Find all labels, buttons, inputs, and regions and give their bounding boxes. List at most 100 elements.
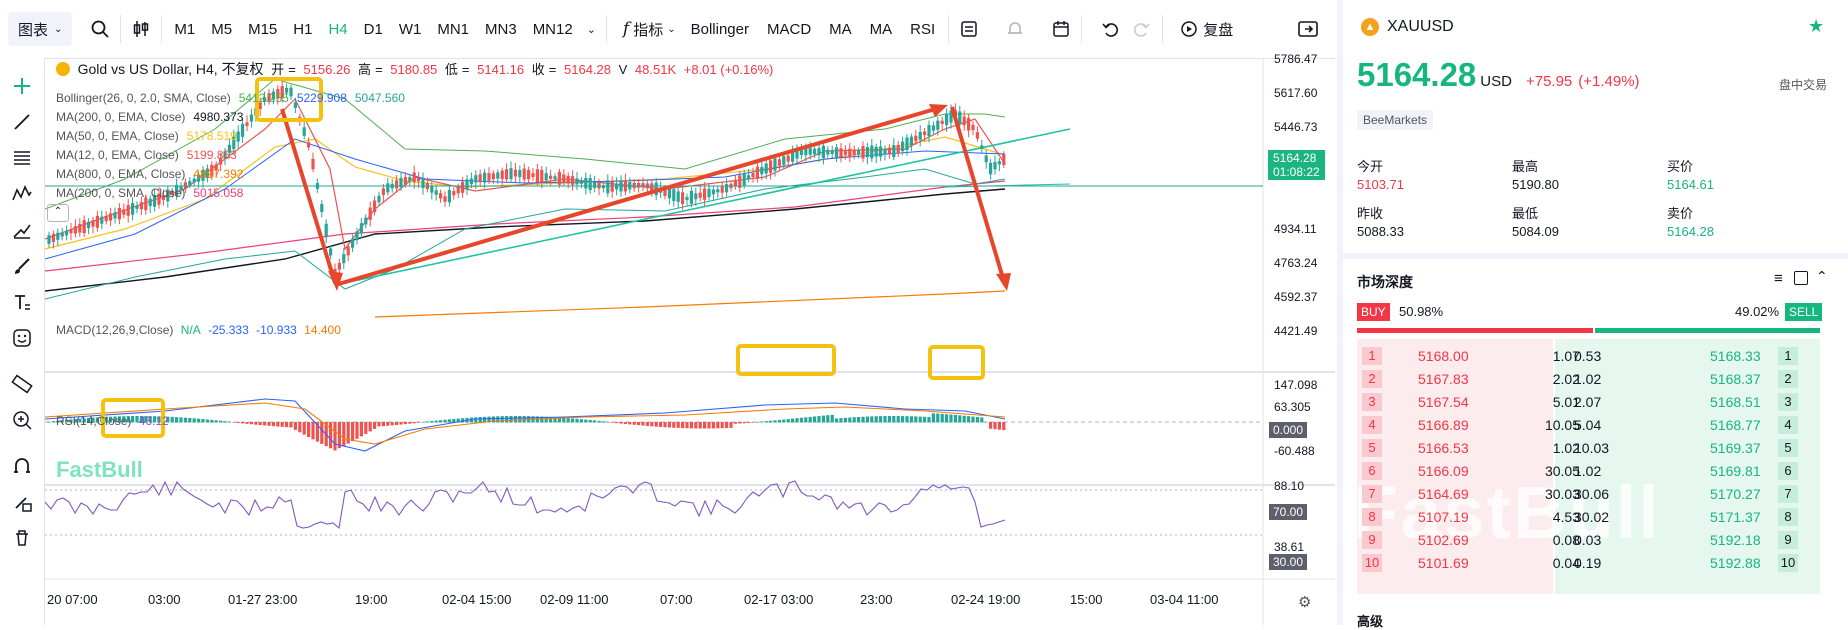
timeframe-d1[interactable]: D1 bbox=[363, 20, 383, 38]
fib-tool[interactable] bbox=[6, 142, 38, 174]
order-level-ask: 10 bbox=[1778, 554, 1798, 572]
ask-price: 5168.37 bbox=[1710, 371, 1761, 387]
indicator-label: MA(200, 0, EMA, Close) bbox=[56, 110, 186, 124]
undo-button[interactable] bbox=[1094, 12, 1126, 46]
macd-histogram-bar bbox=[553, 417, 557, 423]
indicator-label: MA(200, 0, SMA, Close) bbox=[56, 186, 186, 200]
indicator-legend-row[interactable]: Bollinger(26, 0, 2.0, SMA, Close) 5412.25… bbox=[56, 91, 409, 105]
chart-settings-button[interactable]: ⚙ bbox=[1298, 594, 1312, 611]
order-book-row[interactable]: 8 5107.19 4.53 30.02 5171.37 8 bbox=[1362, 507, 1802, 529]
timeframe-mn3[interactable]: MN3 bbox=[485, 20, 517, 38]
price-chart[interactable] bbox=[45, 59, 1335, 625]
macd-histogram-bar bbox=[540, 416, 544, 423]
candle bbox=[47, 231, 51, 248]
price-tick-label: 5786.47 bbox=[1274, 52, 1318, 66]
timeframe-m15[interactable]: M15 bbox=[248, 20, 278, 38]
candle bbox=[980, 139, 984, 153]
macd-histogram-bar bbox=[197, 418, 201, 423]
depth-table-view-icon[interactable] bbox=[1794, 271, 1808, 285]
layout-button[interactable] bbox=[953, 12, 985, 46]
macd-histogram-bar bbox=[791, 418, 795, 423]
timeframe-m1[interactable]: M1 bbox=[174, 20, 196, 38]
brush-icon bbox=[15, 258, 30, 274]
rsi-label: RSI(14,Close) bbox=[56, 414, 132, 428]
lock-drawings-tool[interactable] bbox=[6, 486, 38, 518]
indicator-legend-row[interactable]: MA(800, 0, EMA, Close) 4897.392 bbox=[56, 167, 247, 181]
replay-label: 复盘 bbox=[1203, 21, 1234, 39]
timeframe-m5[interactable]: M5 bbox=[211, 20, 233, 38]
timeframe-mn12[interactable]: MN12 bbox=[532, 20, 573, 38]
macd-histogram-bar bbox=[738, 422, 742, 424]
macd-histogram-bar bbox=[478, 417, 482, 423]
macd-histogram-bar bbox=[852, 417, 856, 423]
order-book-row[interactable]: 6 5166.09 30.05 1.02 5169.81 6 bbox=[1362, 461, 1802, 483]
candle bbox=[381, 184, 385, 202]
candle bbox=[931, 121, 935, 136]
macd-histogram-bar bbox=[245, 422, 249, 424]
indicator-button-rsi[interactable]: RSI bbox=[910, 20, 936, 38]
calendar-button[interactable] bbox=[1045, 12, 1077, 46]
indicators-button[interactable]: f 指标 ⌄ bbox=[617, 12, 682, 46]
bid-price: 5166.53 bbox=[1418, 440, 1469, 456]
macd-histogram-bar bbox=[263, 422, 267, 426]
order-book-row[interactable]: 9 5102.69 0.08 0.03 5192.18 9 bbox=[1362, 530, 1802, 552]
order-level-ask: 1 bbox=[1778, 347, 1798, 365]
rsi-value: 46.12 bbox=[138, 414, 169, 428]
pattern-tool[interactable] bbox=[6, 178, 38, 210]
candle bbox=[817, 143, 821, 163]
indicator-legend-row[interactable]: MA(12, 0, EMA, Close) 5199.853 bbox=[56, 148, 241, 162]
export-button[interactable] bbox=[1291, 12, 1325, 46]
timeframe-h1[interactable]: H1 bbox=[293, 20, 313, 38]
crosshair-tool[interactable] bbox=[6, 70, 38, 102]
timeframe-w1[interactable]: W1 bbox=[398, 20, 422, 38]
measure-tool[interactable] bbox=[6, 368, 38, 400]
brush-tool[interactable] bbox=[6, 250, 38, 282]
indicator-legend-row[interactable]: MA(200, 0, EMA, Close) 4980.373 bbox=[56, 110, 247, 124]
trend-line-tool[interactable] bbox=[6, 106, 38, 138]
more-timeframes-button[interactable]: ⌄ bbox=[581, 12, 602, 46]
alert-button[interactable] bbox=[999, 12, 1031, 46]
delete-drawings-tool[interactable] bbox=[6, 522, 38, 554]
macd-histogram-bar bbox=[980, 417, 984, 423]
order-book-row[interactable]: 10 5101.69 0.04 0.19 5192.88 10 bbox=[1362, 553, 1802, 575]
indicator-value: 4897.392 bbox=[193, 167, 244, 181]
text-tool[interactable] bbox=[6, 286, 38, 318]
zoom-tool[interactable] bbox=[6, 404, 38, 436]
order-book-row[interactable]: 2 5167.83 2.02 1.02 5168.37 2 bbox=[1362, 369, 1802, 391]
order-book-row[interactable]: 4 5166.89 10.05 5.04 5168.77 4 bbox=[1362, 415, 1802, 437]
order-book-row[interactable]: 1 5168.00 1.07 0.53 5168.33 1 bbox=[1362, 346, 1802, 368]
candle bbox=[527, 166, 531, 185]
indicator-button-macd[interactable]: MACD bbox=[767, 20, 812, 38]
candle bbox=[478, 169, 482, 187]
indicator-button-bollinger[interactable]: Bollinger bbox=[690, 20, 749, 38]
candle-style-button[interactable] bbox=[125, 12, 157, 46]
macd-histogram-bar bbox=[777, 419, 781, 423]
indicator-button-ma[interactable]: MA bbox=[869, 20, 893, 38]
depth-list-view-icon[interactable]: ≡ bbox=[1774, 270, 1783, 287]
order-book-row[interactable]: 5 5166.53 1.02 10.03 5169.37 5 bbox=[1362, 438, 1802, 460]
projection-tool[interactable] bbox=[6, 214, 38, 246]
indicator-legend-row[interactable]: MA(50, 0, EMA, Close) 5178.519 bbox=[56, 129, 241, 143]
search-button[interactable] bbox=[84, 12, 116, 46]
candle bbox=[65, 225, 69, 241]
order-book-row[interactable]: 7 5164.69 30.03 30.06 5170.27 7 bbox=[1362, 484, 1802, 506]
sell-pct: 49.02% bbox=[1735, 304, 1780, 319]
redo-button[interactable] bbox=[1126, 12, 1158, 46]
candle bbox=[232, 129, 236, 154]
macd-histogram-bar bbox=[126, 416, 130, 423]
favorite-star-icon[interactable]: ★ bbox=[1808, 16, 1825, 36]
indicator-legend-row[interactable]: MA(200, 0, SMA, Close) 5015.058 bbox=[56, 186, 247, 200]
magnet-tool[interactable] bbox=[6, 450, 38, 482]
toolbar-divider bbox=[605, 15, 607, 43]
timeframe-mn1[interactable]: MN1 bbox=[437, 20, 470, 38]
timeframe-h4[interactable]: H4 bbox=[328, 20, 348, 38]
collapse-depth-icon[interactable]: ⌃ bbox=[1816, 268, 1828, 284]
collapse-legend-button[interactable]: ⌃ bbox=[47, 204, 69, 222]
candle bbox=[373, 195, 377, 216]
emoji-tool[interactable] bbox=[6, 322, 38, 354]
order-book-row[interactable]: 3 5167.54 5.01 2.07 5168.51 3 bbox=[1362, 392, 1802, 414]
chart-type-dropdown[interactable]: 图表 ⌄ bbox=[8, 12, 73, 46]
ask-price: 5168.33 bbox=[1710, 348, 1761, 364]
indicator-button-ma[interactable]: MA bbox=[829, 20, 852, 38]
replay-button[interactable]: 复盘 bbox=[1173, 12, 1239, 46]
